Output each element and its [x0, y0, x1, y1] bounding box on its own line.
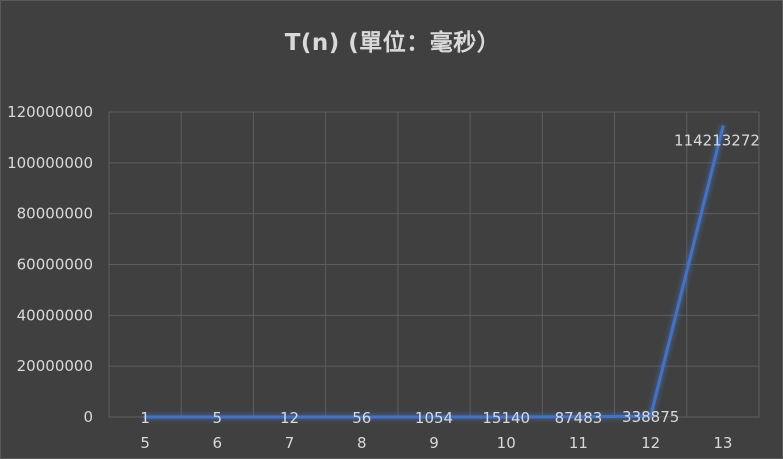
- series-line: [143, 125, 725, 419]
- x-tick-label: 7: [285, 434, 295, 452]
- data-point: [504, 415, 508, 419]
- x-tick-label: 8: [357, 434, 367, 452]
- data-label: 1: [140, 409, 150, 427]
- data-point: [721, 125, 725, 129]
- x-tick-label: 11: [569, 434, 588, 452]
- data-label: 87483: [555, 409, 603, 427]
- grid: [108, 111, 760, 418]
- series-line-group: [143, 125, 725, 419]
- x-tick-label: 5: [140, 434, 150, 452]
- y-tick-label: 20000000: [17, 357, 93, 375]
- x-tick-label: 12: [641, 434, 660, 452]
- x-tick-label: 9: [429, 434, 439, 452]
- data-label: 56: [352, 409, 371, 427]
- data-label: 114213272: [674, 132, 760, 150]
- data-point: [215, 415, 219, 419]
- x-tick-label: 10: [497, 434, 516, 452]
- x-tick-label: 13: [713, 434, 732, 452]
- chart-title: T(n) (單位：毫秒）: [284, 30, 501, 56]
- data-label: 338875: [622, 408, 679, 426]
- data-point: [649, 414, 653, 418]
- y-tick-label: 120000000: [7, 103, 93, 121]
- y-tick-label: 40000000: [17, 306, 93, 324]
- y-tick-label: 80000000: [17, 205, 93, 223]
- x-tick-label: 6: [213, 434, 223, 452]
- data-point: [576, 415, 580, 419]
- data-point: [432, 415, 436, 419]
- y-tick-label: 100000000: [7, 154, 93, 172]
- data-label: 1054: [415, 409, 453, 427]
- data-label: 5: [213, 409, 223, 427]
- data-label: 12: [280, 409, 299, 427]
- y-axis-ticks: 0 20000000 40000000 60000000 80000000 1000000…: [7, 103, 93, 426]
- data-point: [288, 415, 292, 419]
- x-axis-ticks: 5 6 7 8 9 10 11 12 13: [140, 434, 732, 452]
- y-tick-label: 0: [83, 408, 93, 426]
- data-labels: 1 5 12 56 1054 15140 87483 338875 114213272: [140, 132, 760, 427]
- data-point: [143, 415, 147, 419]
- data-label: 15140: [482, 409, 530, 427]
- y-tick-label: 60000000: [17, 256, 93, 274]
- data-point: [360, 415, 364, 419]
